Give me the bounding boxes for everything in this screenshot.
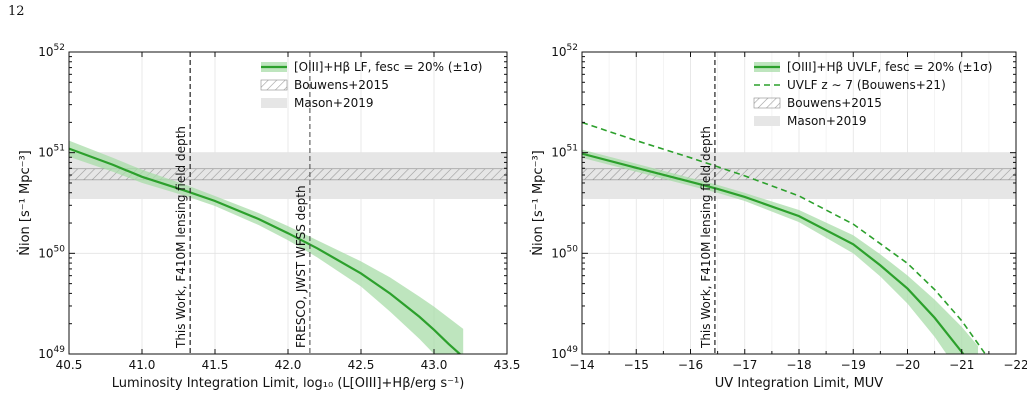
legend-swatch bbox=[261, 98, 287, 108]
legend-label: Bouwens+2015 bbox=[787, 96, 882, 110]
legend-swatch bbox=[754, 116, 780, 126]
legend-swatch bbox=[753, 97, 781, 109]
vertical-line-label: FRESCO, JWST WFSS depth bbox=[294, 185, 308, 348]
x-tick-label: 41.5 bbox=[202, 358, 229, 372]
vertical-line-label: This Work, F410M lensing field depth bbox=[699, 126, 713, 349]
x-tick-label: −18 bbox=[786, 358, 811, 372]
band-bouwens-2015 bbox=[582, 168, 1016, 181]
panel-right: This Work, F410M lensing field depth −14… bbox=[530, 43, 1027, 391]
y-tick-label: 1049 bbox=[551, 345, 578, 361]
legend-label: UVLF z ∼ 7 (Bouwens+21) bbox=[787, 78, 946, 92]
legend-label: Mason+2019 bbox=[787, 114, 867, 128]
legend-swatch bbox=[260, 79, 288, 91]
x-tick-label: 43.0 bbox=[421, 358, 448, 372]
legend-label: [OIII]+Hβ LF, fesc = 20% (±1σ) bbox=[294, 60, 482, 74]
legend-entry: [OIII]+Hβ UVLF, fesc = 20% (±1σ) bbox=[754, 60, 992, 74]
vertical-line-label: This Work, F410M lensing field depth bbox=[174, 126, 188, 349]
series-sigma-band bbox=[69, 140, 464, 354]
legend-label: Mason+2019 bbox=[294, 96, 374, 110]
y-tick-label: 1052 bbox=[38, 43, 65, 59]
legend-entry: [OIII]+Hβ LF, fesc = 20% (±1σ) bbox=[261, 60, 482, 74]
series-line-uvlf-bouwens21 bbox=[582, 121, 987, 354]
series-sigma-band bbox=[582, 149, 979, 354]
legend-entry: Bouwens+2015 bbox=[260, 78, 389, 92]
x-tick-label: −19 bbox=[841, 358, 866, 372]
x-tick-label: −17 bbox=[732, 358, 757, 372]
legend-left: [OIII]+Hβ LF, fesc = 20% (±1σ) Bouwens+20… bbox=[260, 60, 482, 110]
legend-label: Bouwens+2015 bbox=[294, 78, 389, 92]
panel-left: This Work, F410M lensing field depth FRES… bbox=[17, 43, 520, 391]
page-number: 12 bbox=[8, 4, 25, 19]
x-tick-label: 42.5 bbox=[348, 358, 375, 372]
x-tick-label: −16 bbox=[678, 358, 703, 372]
legend-entry: Bouwens+2015 bbox=[753, 96, 882, 110]
x-tick-label: 41.0 bbox=[129, 358, 156, 372]
legend-right: [OIII]+Hβ UVLF, fesc = 20% (±1σ) UVLF z ∼… bbox=[753, 60, 992, 128]
x-axis-label-right: UV Integration Limit, MUV bbox=[715, 376, 884, 391]
x-tick-label: 43.5 bbox=[494, 358, 521, 372]
legend-entry: Mason+2019 bbox=[261, 96, 374, 110]
y-tick-label: 1050 bbox=[551, 244, 578, 260]
y-tick-label: 1051 bbox=[38, 144, 65, 160]
x-tick-label: −20 bbox=[895, 358, 920, 372]
y-tick-label: 1049 bbox=[38, 345, 65, 361]
series-line-oiii-hb bbox=[69, 147, 462, 354]
x-axis-label-left: Luminosity Integration Limit, log₁₀ (L[O… bbox=[112, 376, 465, 391]
x-tick-label: 42.0 bbox=[275, 358, 302, 372]
y-axis-label-left: Ṅion [s⁻¹ Mpc⁻³] bbox=[17, 150, 33, 255]
legend-entry: UVLF z ∼ 7 (Bouwens+21) bbox=[754, 78, 946, 92]
y-tick-label: 1050 bbox=[38, 244, 65, 260]
x-tick-label: 40.5 bbox=[56, 358, 83, 372]
grid-left bbox=[68, 52, 508, 354]
y-axis-label-right: Ṅion [s⁻¹ Mpc⁻³] bbox=[530, 150, 546, 255]
x-tick-label: −22 bbox=[1003, 358, 1027, 372]
x-tick-label: −14 bbox=[569, 358, 594, 372]
x-tick-label: −21 bbox=[949, 358, 974, 372]
x-tick-label: −15 bbox=[624, 358, 649, 372]
y-tick-label: 1051 bbox=[551, 144, 578, 160]
band-bouwens-2015 bbox=[69, 168, 507, 181]
series-line-oiii-hb bbox=[582, 152, 965, 354]
legend-entry: Mason+2019 bbox=[754, 114, 867, 128]
y-tick-label: 1052 bbox=[551, 43, 578, 59]
legend-label: [OIII]+Hβ UVLF, fesc = 20% (±1σ) bbox=[787, 60, 992, 74]
